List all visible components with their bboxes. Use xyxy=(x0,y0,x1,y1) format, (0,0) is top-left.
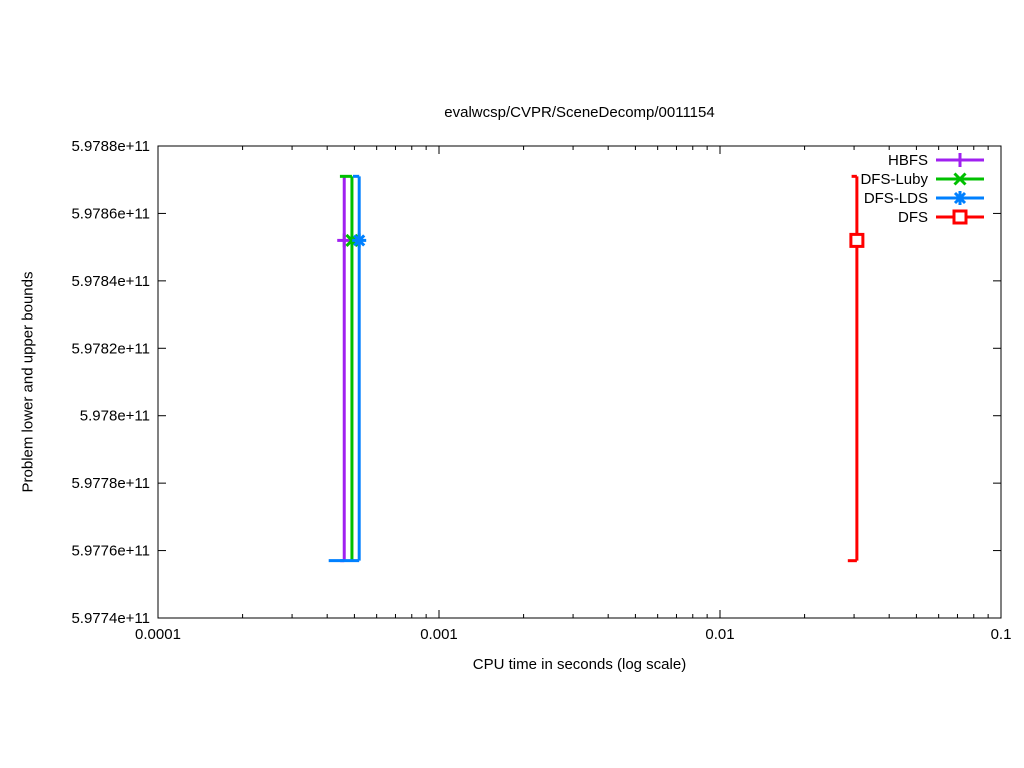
y-tick-label: 5.9786e+11 xyxy=(71,205,150,222)
data-point-marker xyxy=(353,234,366,247)
x-axis-ticks: 0.0001 0.001 0.01 0.1 xyxy=(135,146,1011,643)
legend: HBFS DFS-Luby DFS-LDS DFS xyxy=(860,152,984,226)
legend-sample-marker xyxy=(952,209,968,225)
x-tick-label: 0.01 xyxy=(705,626,734,643)
x-axis-label: CPU time in seconds (log scale) xyxy=(472,656,687,673)
y-tick-label: 5.9778e+11 xyxy=(71,475,150,492)
legend-item-DFS-LDS: DFS-LDS xyxy=(864,190,984,207)
data-point-marker xyxy=(849,232,865,248)
y-tick-label: 5.9774e+11 xyxy=(71,610,150,627)
series-DFS xyxy=(847,174,865,563)
y-axis-ticks: 5.9774e+11 5.9776e+11 5.9778e+11 5.978e+11 5… xyxy=(71,138,1001,627)
legend-item-DFS-Luby: DFS-Luby xyxy=(860,171,984,188)
x-tick-label: 0.0001 xyxy=(135,626,181,643)
legend-sample-marker xyxy=(953,191,967,205)
legend-label: DFS-Luby xyxy=(860,171,928,188)
y-tick-label: 5.9788e+11 xyxy=(71,138,150,155)
plot-border xyxy=(157,145,1002,619)
legend-item-DFS: DFS xyxy=(898,209,984,226)
x-tick-label: 0.1 xyxy=(991,626,1012,643)
chart-title: evalwcsp/CVPR/SceneDecomp/0011154 xyxy=(444,104,715,121)
y-tick-label: 5.9784e+11 xyxy=(71,273,150,290)
series-DFS-LDS xyxy=(328,174,367,563)
legend-label: HBFS xyxy=(888,152,928,169)
x-tick-label: 0.001 xyxy=(420,626,458,643)
legend-item-HBFS: HBFS xyxy=(888,152,984,169)
series-DFS-Luby xyxy=(339,174,359,561)
series-HBFS xyxy=(337,176,352,563)
legend-label: DFS-LDS xyxy=(864,190,928,207)
y-tick-label: 5.978e+11 xyxy=(80,408,150,425)
y-tick-label: 5.9776e+11 xyxy=(71,543,150,560)
legend-sample-marker xyxy=(953,172,967,186)
legend-label: DFS xyxy=(898,209,928,226)
y-tick-label: 5.9782e+11 xyxy=(71,340,150,357)
